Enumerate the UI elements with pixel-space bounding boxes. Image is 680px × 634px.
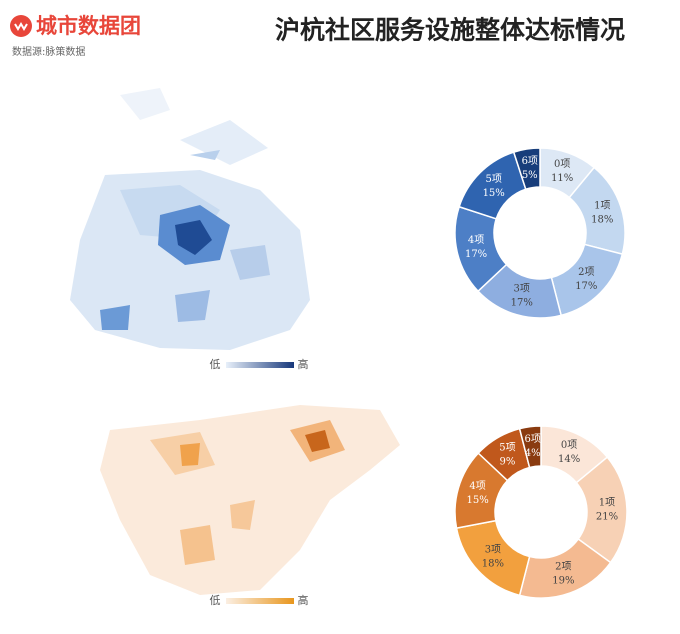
segment-label: 6项 xyxy=(522,155,538,167)
segment-label: 0项 xyxy=(554,158,570,170)
legend-gradient xyxy=(226,598,294,604)
segment-value: 17% xyxy=(465,249,487,260)
donut-segment xyxy=(458,151,527,220)
segment-value: 9% xyxy=(499,457,515,468)
segment-value: 5% xyxy=(522,170,538,181)
donut-segment xyxy=(518,425,542,469)
segment-label: 6项 xyxy=(525,433,541,445)
segment-value: 17% xyxy=(511,297,533,308)
segment-label: 4项 xyxy=(469,480,485,492)
segment-label: 1项 xyxy=(594,199,610,211)
segment-label: 2项 xyxy=(578,266,594,278)
segment-label: 1项 xyxy=(599,496,615,508)
shanghai-map xyxy=(70,88,310,350)
segment-label: 5项 xyxy=(499,442,515,454)
donut-segment xyxy=(512,147,541,191)
brand: 城市数据团 xyxy=(36,14,141,38)
segment-value: 15% xyxy=(483,188,505,199)
title: 沪杭社区服务设施整体达标情况 xyxy=(275,16,625,45)
source: 数据源:脉策数据 xyxy=(12,45,85,58)
legend-gradient xyxy=(226,362,294,368)
segment-label: 5项 xyxy=(485,173,501,185)
legend-low: 低 xyxy=(210,358,221,371)
segment-value: 4% xyxy=(525,448,541,459)
legend-high: 高 xyxy=(298,593,309,607)
segment-label: 3项 xyxy=(514,282,530,294)
segment-value: 18% xyxy=(482,559,504,570)
legend-high: 高 xyxy=(298,357,309,371)
segment-label: 2项 xyxy=(555,561,571,573)
logo xyxy=(10,15,32,37)
segment-value: 11% xyxy=(551,173,573,184)
segment-value: 18% xyxy=(591,214,613,225)
segment-label: 3项 xyxy=(485,544,501,556)
legend-low: 低 xyxy=(210,594,221,607)
segment-label: 0项 xyxy=(561,439,577,451)
hangzhou-map xyxy=(100,405,400,595)
segment-value: 17% xyxy=(575,281,597,292)
segment-label: 4项 xyxy=(468,234,484,246)
segment-value: 15% xyxy=(467,495,489,506)
segment-value: 19% xyxy=(552,576,574,587)
logo-mark xyxy=(14,22,28,31)
segment-value: 21% xyxy=(596,511,618,522)
segment-value: 14% xyxy=(558,454,580,465)
